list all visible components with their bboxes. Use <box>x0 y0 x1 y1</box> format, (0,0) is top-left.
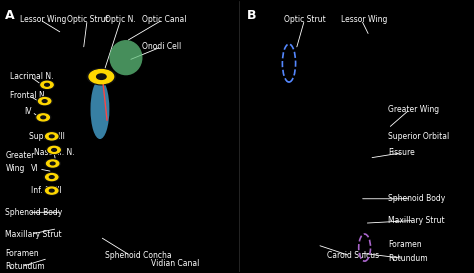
Text: Greater Wing: Greater Wing <box>388 105 439 114</box>
Circle shape <box>97 74 106 79</box>
Text: Maxillary Strut: Maxillary Strut <box>388 216 445 225</box>
Text: Nascoli. N.: Nascoli. N. <box>34 148 74 157</box>
Ellipse shape <box>91 79 109 139</box>
Text: Foramen: Foramen <box>5 248 39 257</box>
Text: Optic Canal: Optic Canal <box>143 15 187 24</box>
Text: VI: VI <box>31 164 39 173</box>
Text: B: B <box>246 9 256 22</box>
Circle shape <box>44 173 59 181</box>
Circle shape <box>46 133 58 140</box>
Circle shape <box>37 97 52 105</box>
Text: Optic N.: Optic N. <box>105 15 136 24</box>
Circle shape <box>41 81 53 88</box>
Circle shape <box>44 132 59 141</box>
Circle shape <box>46 160 59 167</box>
Circle shape <box>52 149 56 151</box>
Text: Frontal N.: Frontal N. <box>10 91 47 100</box>
Circle shape <box>50 162 55 165</box>
Text: Rotundum: Rotundum <box>388 254 428 263</box>
Text: Optic Strut: Optic Strut <box>284 15 326 24</box>
Text: Wing: Wing <box>5 164 25 173</box>
Text: Sphenoid Concha: Sphenoid Concha <box>105 251 171 260</box>
Circle shape <box>42 100 47 102</box>
Circle shape <box>44 186 59 195</box>
Circle shape <box>41 116 46 119</box>
Circle shape <box>48 146 60 153</box>
Circle shape <box>45 84 49 86</box>
Text: Lacrimal N.: Lacrimal N. <box>10 72 54 81</box>
Circle shape <box>46 187 58 194</box>
Text: Foramen: Foramen <box>388 241 422 249</box>
Text: Superior Orbital: Superior Orbital <box>388 132 449 141</box>
Text: Greater: Greater <box>5 151 35 160</box>
Text: IV: IV <box>24 108 32 116</box>
Text: Rotundum: Rotundum <box>5 262 45 271</box>
Text: Onodi Cell: Onodi Cell <box>143 42 182 51</box>
Circle shape <box>46 174 58 180</box>
Circle shape <box>89 70 114 84</box>
Circle shape <box>46 146 62 154</box>
Text: A: A <box>5 9 15 22</box>
Text: Caroid Sulcus: Caroid Sulcus <box>327 251 379 260</box>
Text: Sphenoid Body: Sphenoid Body <box>388 194 446 203</box>
Text: Sup. B. III: Sup. B. III <box>29 132 65 141</box>
Circle shape <box>37 114 49 121</box>
Circle shape <box>36 113 51 122</box>
Circle shape <box>49 189 54 192</box>
Text: Optic Strut: Optic Strut <box>67 15 109 24</box>
Ellipse shape <box>109 40 143 75</box>
Circle shape <box>39 81 55 89</box>
Text: Vidian Canal: Vidian Canal <box>151 259 200 268</box>
Text: Lessor Wing: Lessor Wing <box>19 15 66 24</box>
Circle shape <box>87 69 116 85</box>
Text: Fissure: Fissure <box>388 148 415 157</box>
Circle shape <box>49 135 54 138</box>
Text: Maxillary Strut: Maxillary Strut <box>5 230 62 239</box>
Text: Lessor Wing: Lessor Wing <box>341 15 387 24</box>
Circle shape <box>38 97 51 105</box>
Text: Sphenoid Body: Sphenoid Body <box>5 208 63 217</box>
Text: Inf. B. III: Inf. B. III <box>31 186 62 195</box>
Circle shape <box>45 159 60 168</box>
Circle shape <box>49 176 54 179</box>
